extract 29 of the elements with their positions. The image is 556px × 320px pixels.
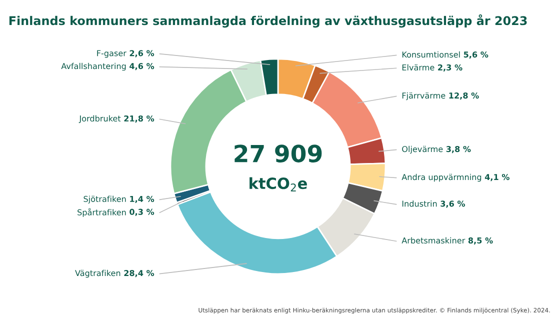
- data-label: 2,6 %: [130, 50, 154, 58]
- slice-label: Sjötrafiken: [84, 196, 126, 204]
- data-label: 21,8 %: [124, 115, 154, 123]
- slice-label: Spårtrafiken: [78, 208, 126, 217]
- slice-label: F-gaser: [97, 50, 126, 58]
- slice-label: Industrin: [402, 200, 437, 207]
- slice-label: Arbetsmaskiner: [402, 237, 466, 244]
- data-label: 12,8 %: [449, 92, 479, 100]
- data-label: 1,4 %: [130, 196, 154, 204]
- data-label: 28,4 %: [124, 270, 154, 278]
- data-label: 4,6 %: [130, 63, 154, 70]
- data-label: 3,6 %: [440, 200, 466, 208]
- data-label: 2,3 %: [438, 64, 462, 72]
- slice-label: Jordbruket: [78, 115, 121, 124]
- slice-label: Fjärrvärme: [402, 92, 446, 100]
- slice-label: Avfallshantering: [61, 62, 126, 71]
- slice-label: Elvärme: [402, 64, 434, 70]
- data-label: 8,5 %: [468, 237, 493, 245]
- data-label: 4,1 %: [484, 174, 510, 182]
- data-label: 0,3 %: [130, 208, 154, 216]
- slice-label: Oljevärme: [402, 146, 443, 154]
- data-label: 5,6 %: [464, 52, 488, 59]
- chart-title: Finlands kommuners sammanlagda fördelning av växthusgasutsläpp år 2023: [9, 14, 527, 28]
- slice-label: Vägtrafiken: [75, 270, 120, 278]
- text: 27 909: [234, 144, 322, 162]
- data-label: 3,8 %: [446, 146, 471, 154]
- slice-label: Konsumtionsel: [402, 51, 460, 58]
- text: ktCO$_{2}$e: [250, 177, 307, 192]
- slice-label: Andra uppvärmning: [402, 174, 482, 182]
